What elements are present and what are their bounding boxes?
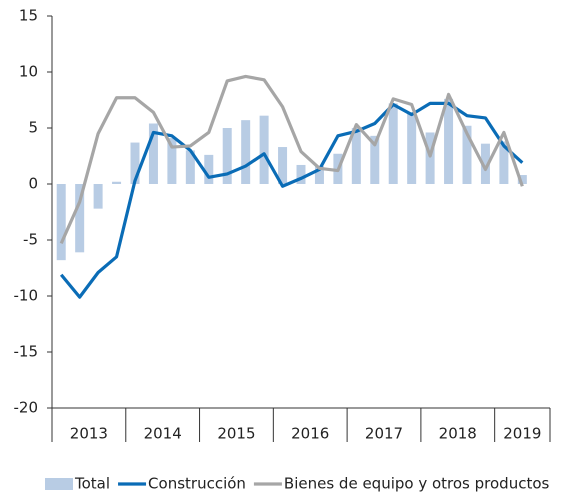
y-tick-label: 0 [28,175,38,193]
bar [185,150,195,184]
year-label: 2018 [439,425,477,443]
legend-label: Bienes de equipo y otros productos [284,475,550,493]
year-label: 2013 [70,425,108,443]
bar [480,143,490,184]
y-tick-label: -10 [14,287,39,305]
bar [148,123,158,184]
bar [425,132,435,184]
year-label: 2016 [291,425,329,443]
bar [370,135,380,184]
bar [112,181,122,184]
y-tick-label: -5 [23,231,38,249]
year-label: 2017 [365,425,403,443]
bar [241,120,251,184]
bar [56,184,66,261]
year-label: 2019 [503,425,541,443]
bar [222,128,232,184]
bar [204,154,214,184]
bar [75,184,85,253]
bar [167,138,177,184]
y-tick-label: -15 [14,343,39,361]
year-label: 2014 [144,425,182,443]
legend-swatch [45,478,73,490]
bar [499,141,509,184]
bar [130,142,140,184]
line [59,74,524,245]
bar [444,98,454,184]
y-tick-label: 10 [19,63,38,81]
bar [296,164,306,184]
legend-label: Construcción [148,475,246,493]
year-label: 2015 [217,425,255,443]
bar [314,166,324,184]
bar [259,115,269,184]
bar [388,103,398,184]
bar [278,147,288,184]
bar [517,175,527,184]
y-tick-label: -20 [14,399,39,417]
bar [93,184,103,209]
y-tick-label: 5 [28,119,38,137]
bar [351,128,361,184]
legend-label: Total [74,475,110,493]
bar [462,125,472,184]
bar [407,112,417,184]
y-tick-label: 15 [19,7,38,25]
